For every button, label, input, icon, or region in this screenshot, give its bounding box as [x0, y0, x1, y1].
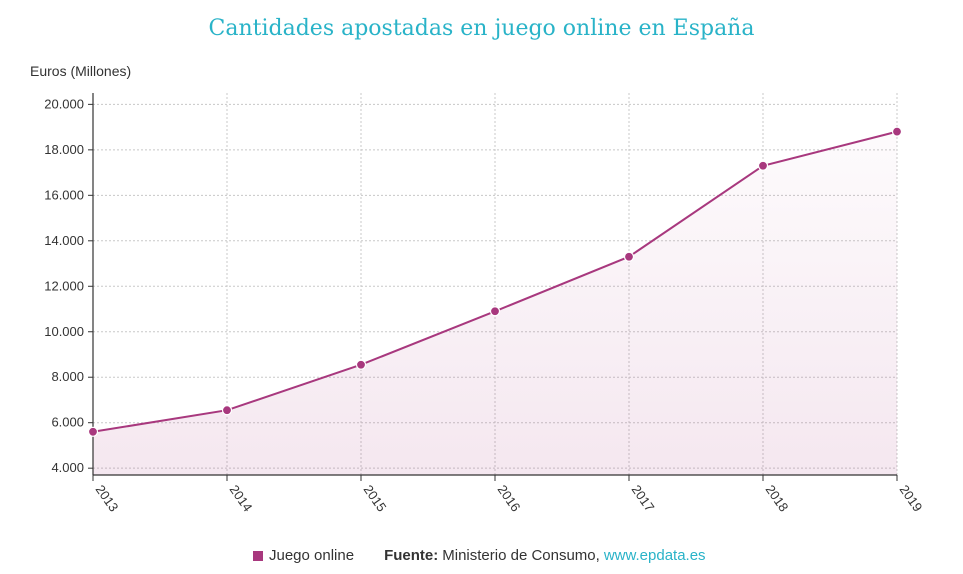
y-tick-label: 20.000 [44, 96, 84, 111]
data-point-2016 [489, 306, 501, 317]
axes [88, 93, 898, 481]
series-area [93, 131, 897, 475]
data-point-2018 [757, 160, 769, 171]
y-tick-label: 18.000 [44, 142, 84, 157]
data-point-2019 [891, 126, 903, 137]
y-tick-label: 10.000 [44, 324, 84, 339]
source-text: Ministerio de Consumo, [442, 547, 600, 564]
x-tick-label: 2016 [495, 482, 524, 514]
legend-swatch [253, 550, 263, 561]
y-tick-label: 8.000 [51, 369, 84, 384]
legend-item-juego-online[interactable]: Juego online [253, 547, 354, 564]
x-tick-label: 2013 [93, 482, 122, 514]
y-axis-label: Euros (Millones) [30, 63, 132, 79]
y-tick-label: 12.000 [44, 278, 84, 293]
data-points [87, 126, 903, 437]
data-point-2013 [87, 426, 99, 437]
area-fill [93, 131, 897, 475]
data-point-2015 [355, 359, 367, 370]
source-label: Fuente: [384, 547, 439, 564]
chart-title: Cantidades apostadas en juego online en … [208, 16, 755, 41]
x-tick-label: 2014 [227, 482, 256, 514]
x-tick-label: 2019 [897, 482, 926, 514]
y-tick-labels: 4.000 6.000 8.000 10.000 12.000 14.000 16.000 1… [44, 96, 84, 475]
data-point-2017 [623, 251, 635, 262]
y-tick-label: 14.000 [44, 233, 84, 248]
x-tick-label: 2015 [361, 482, 390, 514]
chart-footer: Juego online Fuente: Ministerio de Consu… [253, 547, 706, 564]
y-tick-label: 4.000 [51, 460, 84, 475]
x-tick-labels: 2013 2014 2015 2016 2017 2018 2019 [93, 482, 926, 514]
source-link[interactable]: www.epdata.es [603, 547, 706, 564]
x-tick-label: 2018 [763, 482, 792, 514]
y-tick-label: 6.000 [51, 415, 84, 430]
data-point-2014 [221, 405, 233, 416]
legend-label: Juego online [269, 547, 355, 564]
x-tick-label: 2017 [629, 482, 658, 514]
y-tick-label: 16.000 [44, 187, 84, 202]
